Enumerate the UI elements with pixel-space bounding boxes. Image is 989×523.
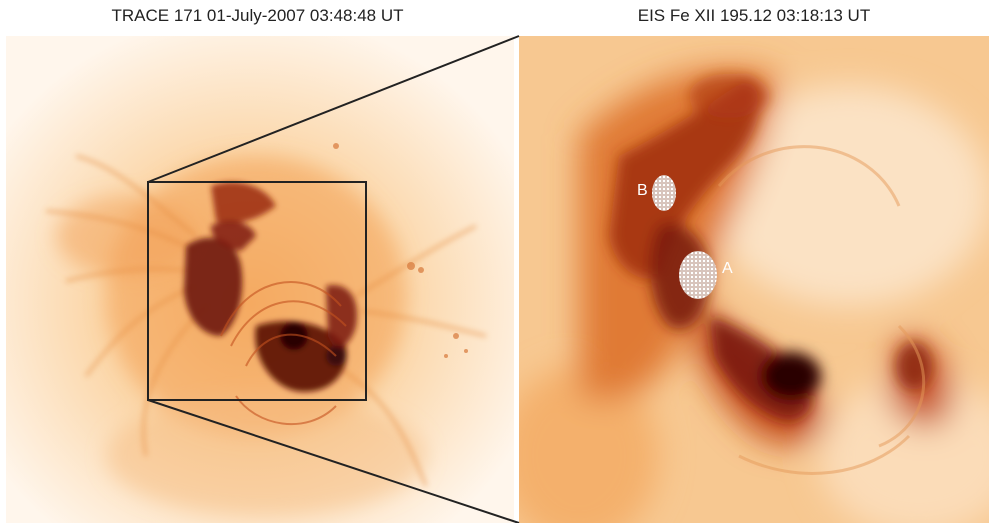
trace-171-svg [6,36,514,523]
eis-fe-xii-image: B A [519,36,989,523]
marker-b-label: B [637,182,648,199]
marker-b-region [652,175,676,211]
trace-171-image [6,36,514,523]
marker-a-region [679,251,717,299]
marker-a-label: A [722,260,733,277]
eis-fe-xii-svg [519,36,989,523]
right-panel-title: EIS Fe XII 195.12 03:18:13 UT [637,6,871,25]
left-panel-title: TRACE 171 01-July-2007 03:48:48 UT [111,6,404,25]
zoom-box [147,181,367,401]
